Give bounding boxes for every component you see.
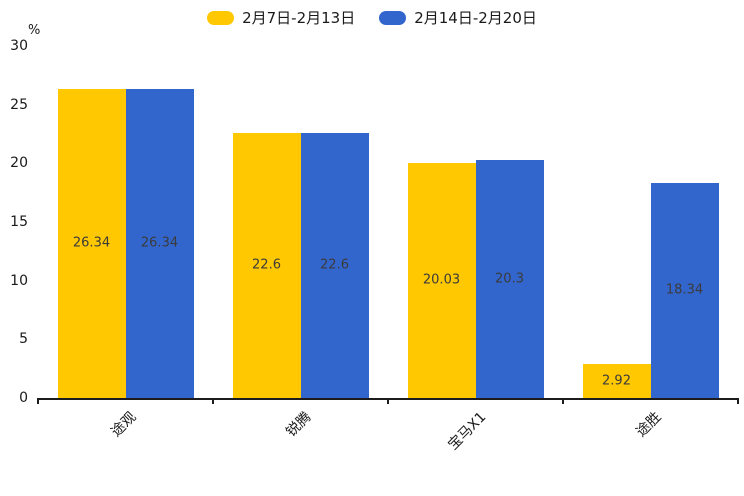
bar-series2-途观[interactable]: 26.34: [125, 88, 194, 398]
legend-item[interactable]: 2月7日-2月13日: [207, 7, 355, 28]
x-category-label: 途观: [107, 409, 139, 441]
x-category-anchor: 锐腾: [273, 407, 314, 440]
bar-value-label: 20.3: [495, 271, 524, 287]
y-tick-label: 20: [10, 155, 28, 172]
plot-area: 26.34 26.34 途观 22.6 22.6 锐腾 20.03 20.3 宝马X1 2.92 1…: [37, 46, 739, 453]
x-category-anchor: 途胜: [623, 407, 664, 440]
bar-value-label: 18.34: [665, 282, 704, 298]
x-axis-ticks: [37, 398, 739, 405]
x-axis-tick-mark: [387, 398, 389, 404]
x-axis-tick-mark: [37, 398, 39, 404]
x-category-anchor: 途观: [98, 407, 139, 440]
bar-series1-途观[interactable]: 26.34: [57, 88, 126, 398]
x-axis-tick-mark: [737, 398, 739, 404]
y-tick-label: 10: [10, 272, 28, 289]
bar-group: 20.03 20.3 宝马X1: [388, 46, 563, 453]
x-category-label: 途胜: [632, 409, 664, 441]
legend-swatch-icon: [207, 10, 235, 25]
bar-value-label: 20.03: [422, 272, 461, 288]
bar-group: 2.92 18.34 途胜: [563, 46, 738, 440]
legend: 2月7日-2月13日 2月14日-2月20日: [0, 7, 744, 28]
legend-item[interactable]: 2月14日-2月20日: [379, 7, 537, 28]
bar-series1-锐腾[interactable]: 22.6: [232, 132, 301, 398]
bar-group: 26.34 26.34 途观: [38, 46, 213, 440]
y-axis-tick-labels: 0 5 10 15 20 25 30: [0, 39, 30, 405]
bar-series1-途胜[interactable]: 2.92: [582, 363, 651, 398]
bar-value-label: 22.6: [320, 257, 349, 273]
bar-series2-宝马X1[interactable]: 20.3: [475, 159, 544, 398]
x-axis-tick-mark: [562, 398, 564, 404]
bar-value-label: 2.92: [602, 373, 631, 389]
bar-groups: 26.34 26.34 途观 22.6 22.6 锐腾 20.03 20.3 宝马X1 2.92 1…: [38, 46, 738, 453]
y-tick-label: 25: [10, 96, 28, 113]
legend-label: 2月14日-2月20日: [414, 9, 537, 27]
legend-swatch-icon: [379, 10, 407, 25]
x-category-label: 宝马X1: [444, 409, 489, 454]
x-category-label: 锐腾: [282, 409, 314, 441]
bar-group: 22.6 22.6 锐腾: [213, 46, 388, 440]
y-tick-label: 30: [10, 38, 28, 54]
x-category-anchor: 宝马X1: [429, 407, 489, 453]
y-axis-unit-label: %: [28, 23, 41, 38]
bar-value-label: 26.34: [72, 235, 111, 251]
bar-value-label: 26.34: [140, 235, 179, 251]
y-tick-label: 5: [19, 331, 28, 348]
x-axis-tick-mark: [212, 398, 214, 404]
bar-series2-途胜[interactable]: 18.34: [650, 182, 719, 398]
y-tick-label: 0: [19, 390, 28, 406]
bar-value-label: 22.6: [252, 257, 281, 273]
bar-series1-宝马X1[interactable]: 20.03: [407, 162, 476, 398]
bar-series2-锐腾[interactable]: 22.6: [300, 132, 369, 398]
legend-label: 2月7日-2月13日: [242, 9, 356, 27]
y-tick-label: 15: [10, 214, 28, 230]
